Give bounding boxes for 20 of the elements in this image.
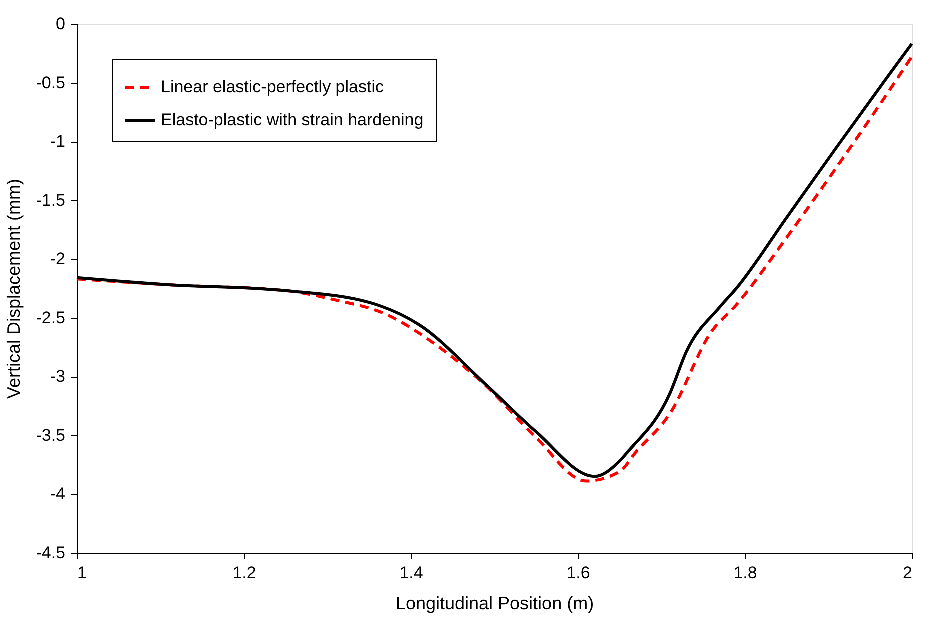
y-tick-label: -2: [50, 250, 66, 269]
x-tick-label: 1.8: [734, 564, 758, 582]
y-tick-label: -1: [50, 132, 66, 152]
y-tick-label: -0.5: [36, 73, 66, 92]
y-tick-label: -4: [50, 484, 66, 504]
y-tick-label: -1.5: [36, 190, 66, 210]
x-axis-title: Longitudinal Position (m): [396, 594, 594, 614]
y-axis-title: Vertical Displacement (mm): [4, 178, 24, 400]
y-tick-label: -4.5: [36, 544, 66, 562]
x-tick-label: 1.2: [232, 564, 256, 582]
x-tick-label: 1.6: [566, 564, 590, 582]
x-tick-label: 1.4: [400, 564, 424, 582]
legend-label: Linear elastic-perfectly plastic: [161, 78, 384, 96]
legend-label: Elasto-plastic with strain hardening: [161, 110, 424, 130]
x-tick-label: 1: [78, 564, 87, 582]
y-tick-label: -3.5: [36, 426, 66, 445]
y-tick-label: -2.5: [36, 308, 66, 328]
y-tick-label: 0: [56, 14, 66, 34]
x-tick-label: 2: [903, 564, 912, 582]
y-tick-label: -3: [50, 367, 66, 386]
